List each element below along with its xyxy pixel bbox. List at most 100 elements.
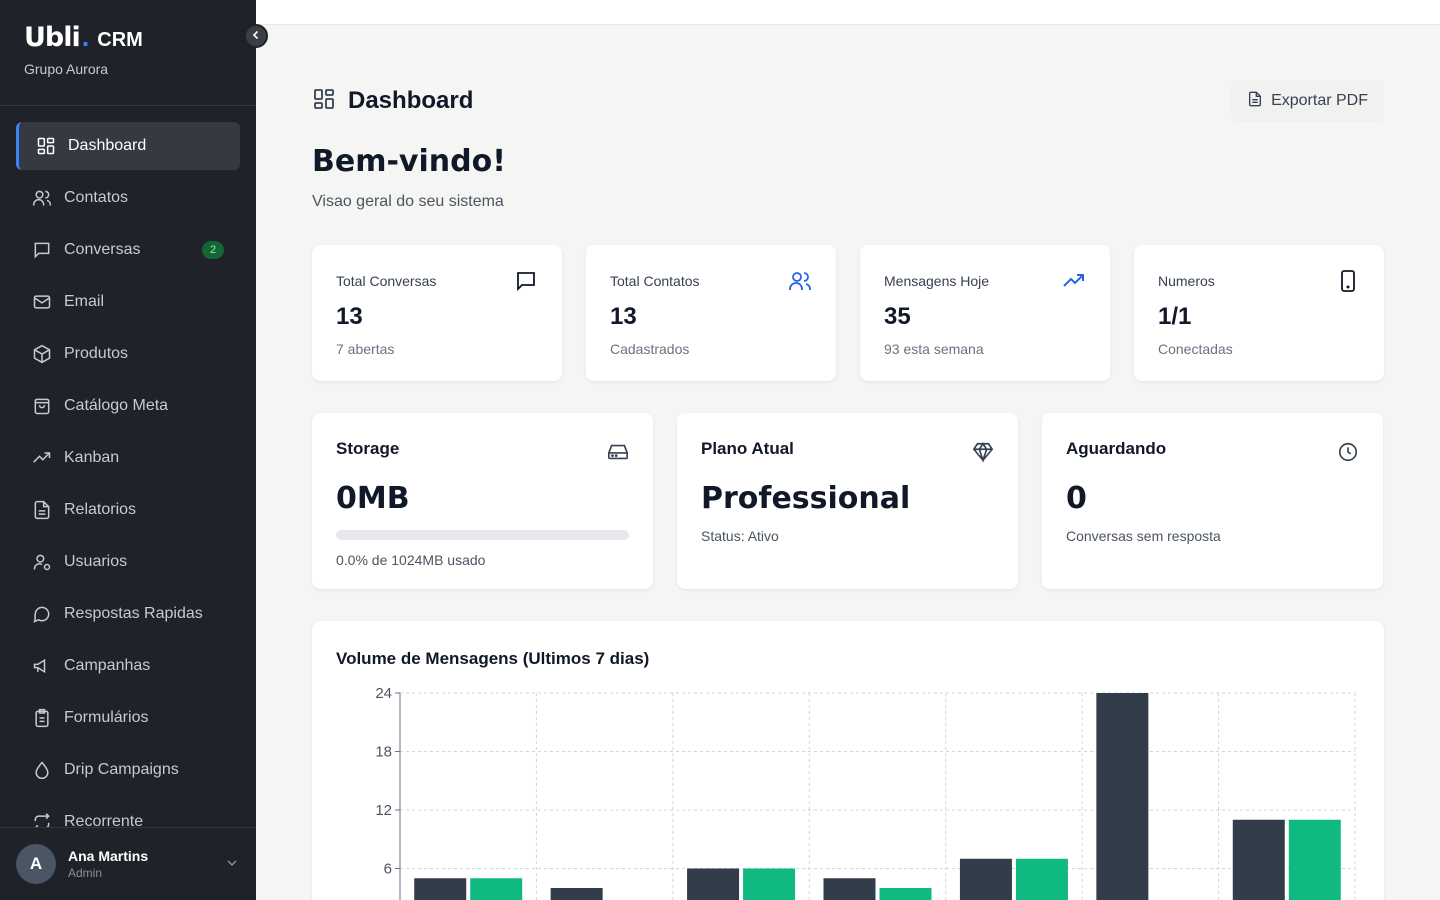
sidebar-item-label: Contatos (64, 189, 129, 206)
export-pdf-label: Exportar PDF (1271, 92, 1368, 109)
sidebar-item-email[interactable]: Email (16, 278, 240, 326)
chart-bar (1096, 693, 1149, 900)
export-pdf-button[interactable]: Exportar PDF (1231, 80, 1384, 122)
chart-bar (879, 888, 932, 900)
phone-icon (1336, 269, 1360, 298)
sidebar-item-label: Usuarios (64, 553, 128, 570)
sidebar-item-contatos[interactable]: Contatos (16, 174, 240, 222)
stat-card-contatos: Total Contatos 13 Cadastrados (586, 245, 836, 381)
stat-sub: 93 esta semana (884, 341, 984, 357)
chart-bar (1288, 819, 1341, 900)
stat-card-conversas: Total Conversas 13 7 abertas (312, 245, 562, 381)
sidebar-item-label: Relatorios (64, 501, 137, 518)
chevron-left-icon (251, 27, 261, 45)
summary-cards: Storage 0MB 0.0% de 1024MB usado Plano A… (312, 413, 1384, 589)
chart-bar (1015, 858, 1068, 900)
waiting-card: Aguardando 0 Conversas sem resposta (1042, 413, 1383, 589)
sidebar-item-label: Recorrente (64, 813, 144, 830)
user-role: Admin (68, 866, 103, 880)
mail-icon (32, 292, 52, 312)
sidebar-nav: Dashboard Contatos Conversas 2 Email Produtos… (0, 106, 256, 846)
user-name: Ana Martins (68, 848, 149, 864)
plan-card: Plano Atual Professional Status: Ativo (677, 413, 1018, 589)
sidebar-item-label: Formulários (64, 709, 149, 726)
stat-label: Total Contatos (610, 273, 700, 289)
plan-title: Plano Atual (701, 439, 794, 458)
brand-header: Ubli. CRM Grupo Aurora (0, 0, 256, 106)
sidebar-item-label: Kanban (64, 449, 120, 466)
stat-sub: 7 abertas (336, 341, 395, 357)
bag-icon (32, 396, 52, 416)
chart-bar (959, 858, 1012, 900)
sidebar-item-conversas[interactable]: Conversas 2 (16, 226, 240, 274)
stat-label: Total Conversas (336, 273, 437, 289)
chart-bar (414, 878, 467, 900)
waiting-value: 0 (1066, 481, 1087, 516)
y-tick-label: 6 (384, 861, 392, 878)
logo-dot: . (81, 22, 90, 52)
stat-card-numeros: Numeros 1/1 Conectadas (1134, 245, 1384, 381)
sidebar-item-respostas-rapidas[interactable]: Respostas Rapidas (16, 590, 240, 638)
y-tick-label: 24 (375, 685, 392, 702)
sidebar-item-label: Email (64, 293, 105, 310)
chart-bar (550, 888, 603, 900)
chat-icon (514, 269, 538, 298)
avatar: A (16, 844, 56, 884)
message-volume-chart: Volume de Mensagens (Ultimos 7 dias) 24 1… (312, 621, 1384, 900)
users-icon (32, 188, 52, 208)
page-title: Dashboard (348, 87, 474, 114)
chart-bar (470, 878, 523, 900)
sidebar: Ubli. CRM Grupo Aurora Dashboard Contatos… (0, 0, 256, 900)
sidebar-item-usuarios[interactable]: Usuarios (16, 538, 240, 586)
sidebar-item-label: Conversas (64, 241, 141, 258)
diamond-icon (972, 441, 994, 468)
clipboard-icon (32, 708, 52, 728)
welcome-heading: Bem-vindo! (312, 144, 506, 179)
sidebar-item-label: Produtos (64, 345, 129, 362)
stat-sub: Cadastrados (610, 341, 690, 357)
stat-card-mensagens: Mensagens Hoje 35 93 esta semana (860, 245, 1110, 381)
plan-status: Status: Ativo (701, 528, 779, 544)
sidebar-item-drip-campaigns[interactable]: Drip Campaigns (16, 746, 240, 794)
chart-bar (823, 878, 876, 900)
plan-value: Professional (701, 481, 911, 516)
waiting-title: Aguardando (1066, 439, 1167, 458)
logo-suffix: CRM (97, 29, 143, 51)
sidebar-item-relatorios[interactable]: Relatorios (16, 486, 240, 534)
sidebar-item-label: Drip Campaigns (64, 761, 179, 778)
stat-value: 13 (610, 303, 637, 330)
stats-row: Total Conversas 13 7 abertas Total Conta… (312, 245, 1384, 381)
storage-sub: 0.0% de 1024MB usado (336, 552, 486, 568)
waiting-sub: Conversas sem resposta (1066, 528, 1221, 544)
chevron-down-icon[interactable] (226, 856, 238, 874)
sidebar-item-produtos[interactable]: Produtos (16, 330, 240, 378)
sidebar-item-label: Respostas Rapidas (64, 605, 203, 622)
y-tick-label: 18 (375, 744, 392, 761)
chart-bar (687, 868, 740, 900)
clock-icon (1337, 441, 1359, 468)
sidebar-item-campanhas[interactable]: Campanhas (16, 642, 240, 690)
collapse-sidebar-button[interactable] (244, 24, 268, 48)
org-name: Grupo Aurora (24, 61, 109, 77)
trend-up-icon (1062, 269, 1086, 298)
stat-label: Numeros (1158, 273, 1215, 289)
chart-title: Volume de Mensagens (Ultimos 7 dias) (336, 649, 650, 668)
sidebar-item-formularios[interactable]: Formulários (16, 694, 240, 742)
trend-icon (32, 448, 52, 468)
hard-drive-icon (607, 441, 629, 468)
unread-badge: 2 (202, 241, 224, 259)
box-icon (32, 344, 52, 364)
sidebar-item-catalogo-meta[interactable]: Catálogo Meta (16, 382, 240, 430)
logo-text: Ubli (24, 22, 81, 53)
sidebar-item-label: Dashboard (68, 137, 147, 154)
sidebar-item-label: Campanhas (64, 657, 151, 674)
storage-title: Storage (336, 439, 400, 458)
user-menu[interactable]: A Ana Martins Admin (0, 827, 256, 900)
user-gear-icon (32, 552, 52, 572)
sidebar-item-kanban[interactable]: Kanban (16, 434, 240, 482)
sidebar-item-dashboard[interactable]: Dashboard (16, 122, 240, 170)
logo[interactable]: Ubli. CRM (24, 22, 256, 53)
drop-icon (32, 760, 52, 780)
main-content: Dashboard Exportar PDF Bem-vindo! Visao … (312, 80, 1384, 900)
file-icon (32, 500, 52, 520)
